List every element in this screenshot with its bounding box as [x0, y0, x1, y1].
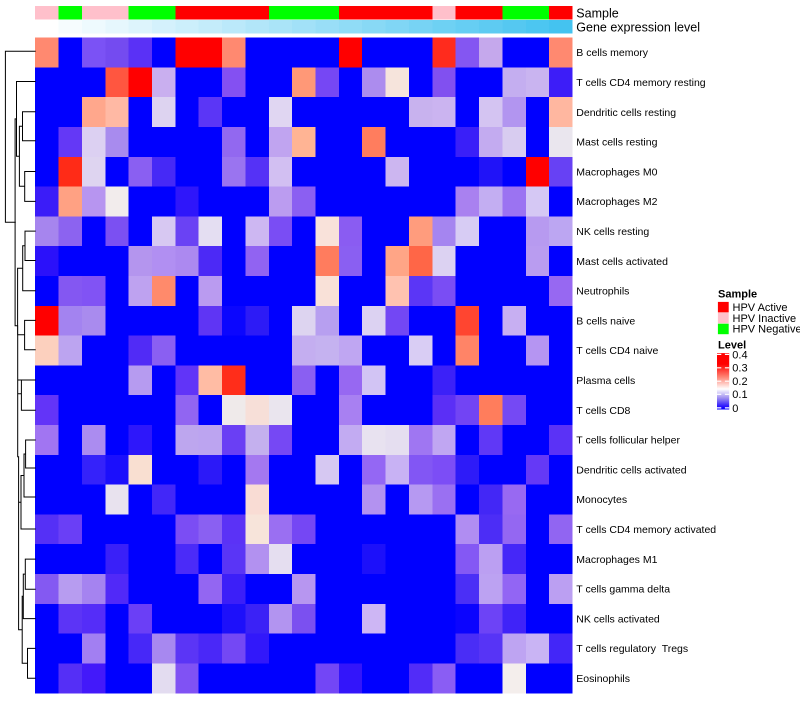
svg-text:T cells regulatory Tregs: T cells regulatory Tregs [576, 643, 688, 655]
svg-text:T cells gamma delta: T cells gamma delta [576, 584, 670, 596]
svg-text:Mast cells resting: Mast cells resting [576, 137, 657, 149]
svg-text:Macrophages M0: Macrophages M0 [576, 166, 657, 178]
svg-text:T cells CD4 memory activated: T cells CD4 memory activated [576, 524, 716, 536]
svg-text:Mast cells activated: Mast cells activated [576, 256, 668, 268]
svg-text:NK cells activated: NK cells activated [576, 613, 660, 625]
svg-text:Neutrophils: Neutrophils [576, 286, 629, 298]
svg-text:Sample: Sample [576, 7, 618, 21]
svg-text:B cells naive: B cells naive [576, 315, 635, 327]
svg-text:0.2: 0.2 [732, 376, 747, 388]
svg-text:T cells CD4 memory resting: T cells CD4 memory resting [576, 77, 705, 89]
svg-text:Dendritic cells activated: Dendritic cells activated [576, 464, 686, 476]
svg-text:0.3: 0.3 [732, 363, 747, 375]
svg-text:Gene expression level: Gene expression level [576, 20, 700, 34]
svg-text:Eosinophils: Eosinophils [576, 673, 630, 685]
svg-text:0.4: 0.4 [732, 349, 747, 361]
svg-text:HPV Negative: HPV Negative [733, 324, 800, 336]
svg-text:Macrophages M1: Macrophages M1 [576, 554, 657, 566]
svg-text:Sample: Sample [718, 289, 757, 301]
svg-text:T cells CD4 naive: T cells CD4 naive [576, 345, 658, 357]
svg-text:0: 0 [732, 403, 738, 415]
svg-text:Dendritic cells resting: Dendritic cells resting [576, 107, 676, 119]
svg-text:T cells CD8: T cells CD8 [576, 405, 630, 417]
svg-text:B cells memory: B cells memory [576, 47, 649, 59]
svg-text:NK cells resting: NK cells resting [576, 226, 649, 238]
svg-text:Macrophages M2: Macrophages M2 [576, 196, 657, 208]
svg-text:Plasma cells: Plasma cells [576, 375, 635, 387]
svg-text:T cells follicular helper: T cells follicular helper [576, 435, 680, 447]
svg-text:Monocytes: Monocytes [576, 494, 627, 506]
svg-text:0.1: 0.1 [732, 389, 747, 401]
